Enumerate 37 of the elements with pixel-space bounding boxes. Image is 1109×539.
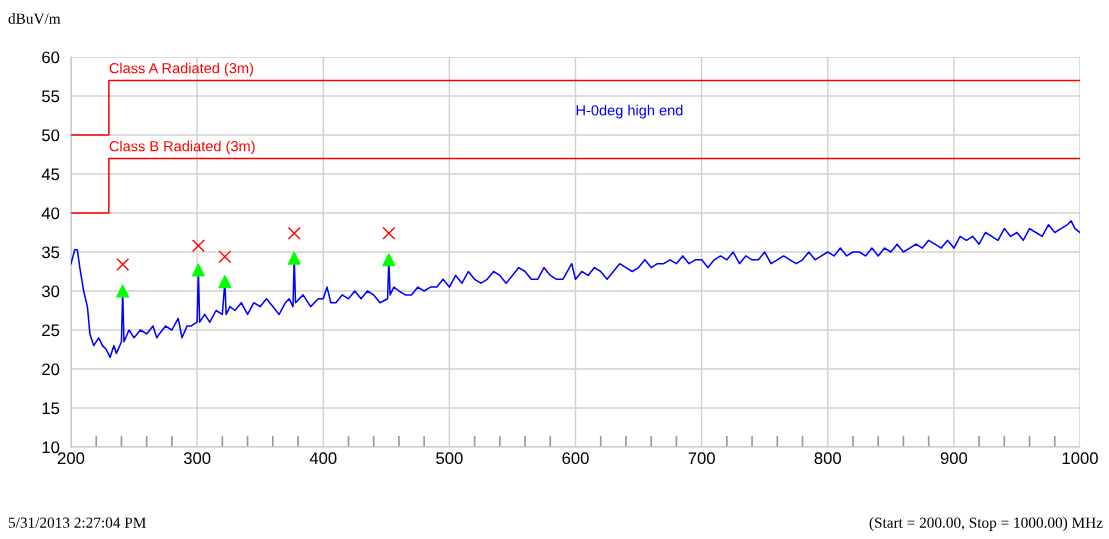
y-tick-label: 30 [41, 285, 60, 298]
x-tick-label: 600 [562, 452, 589, 465]
point [218, 250, 232, 264]
y-tick-label: 20 [42, 363, 60, 376]
y-axis-title: dBuV/m [8, 13, 61, 24]
x-tick-label: 400 [309, 452, 337, 465]
point [382, 226, 396, 240]
point [116, 257, 130, 271]
point [191, 263, 205, 277]
text: 5/31/2013 2:27:04 PM [8, 517, 146, 528]
point [218, 275, 232, 289]
y-tick-label: 60 [42, 51, 60, 64]
x-tick-label: 700 [688, 452, 715, 465]
y-tick-label: 40 [41, 207, 60, 220]
series-label: Class B Radiated (3m) [109, 140, 255, 155]
y-tick-label: 45 [41, 168, 60, 181]
point [287, 251, 301, 265]
point [116, 284, 130, 298]
y-tick-label: 15 [42, 402, 60, 415]
x-tick-label: 900 [940, 452, 968, 465]
x-tick-label: 1000 [1062, 452, 1098, 465]
x-tick-label: 300 [183, 452, 211, 465]
y-tick-label: 50 [42, 129, 60, 142]
line-series [71, 220, 1080, 359]
point [191, 239, 205, 253]
y-tick-label: 10 [42, 441, 60, 454]
y-tick-label: 55 [42, 90, 60, 103]
text: (Start = 200.00, Stop = 1000.00) MHz [869, 517, 1103, 531]
y-tick-label: 35 [41, 246, 60, 259]
y-tick-label: 25 [42, 324, 60, 337]
point [382, 253, 396, 267]
x-tick-label: 500 [436, 452, 463, 465]
x-tick-label: 200 [57, 452, 85, 465]
series-label: Class A Radiated (3m) [109, 62, 254, 77]
x-tick-label: 800 [814, 452, 841, 465]
text: H-0deg high end [576, 104, 683, 119]
point [287, 226, 301, 240]
